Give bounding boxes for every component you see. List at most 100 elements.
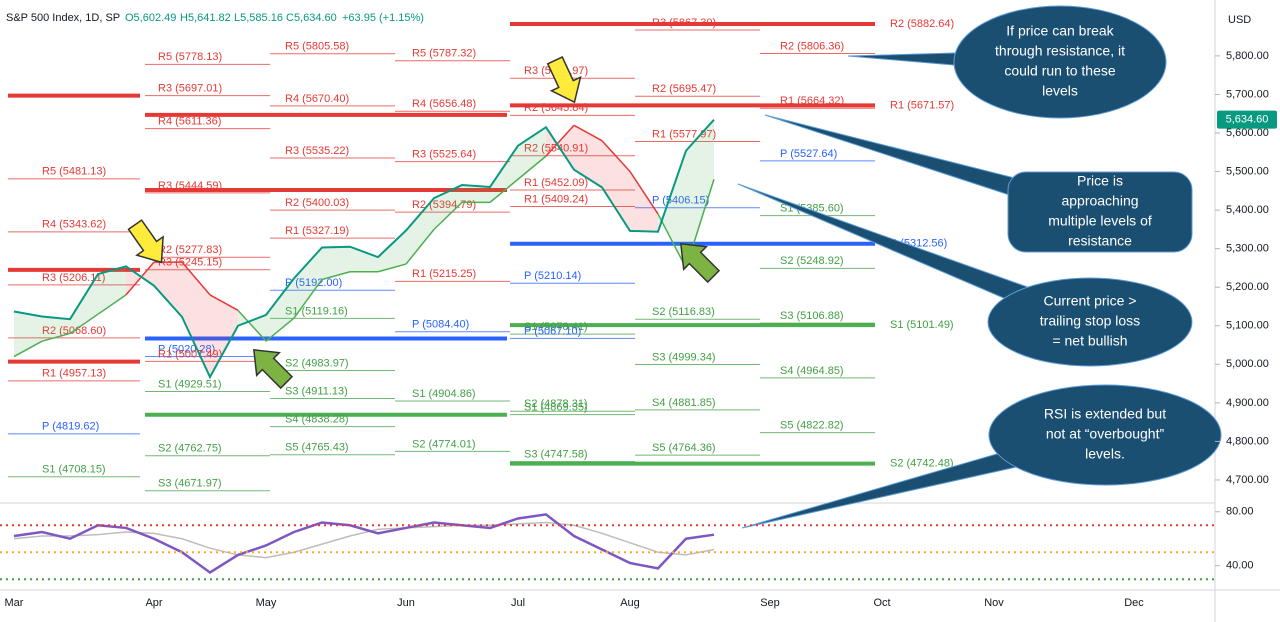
pivot-label: R1 (5671.57) [890,99,954,111]
stop-fill [266,278,294,342]
close: C5,634.60 [286,12,337,24]
pivot-label: R4 (5343.62) [42,219,106,231]
pivot-label: P (5527.64) [780,148,837,160]
x-tick-label: Jul [511,597,525,609]
x-tick-label: Dec [1124,597,1144,609]
stop-fill [462,185,490,203]
pivot-label: S5 (4764.36) [652,442,716,454]
callout-text: through resistance, it [995,43,1125,59]
stop-fill [154,262,182,317]
callout-text: could run to these [1004,63,1116,79]
pivot-label: R3 (5867.30) [652,17,716,29]
pivot-label: S2 (4742.48) [890,457,954,469]
trailing-stop [657,213,687,269]
pivot-label: R3 (5444.59) [158,180,222,192]
pivot-label: S3 (4999.34) [652,351,716,363]
price-line [13,118,715,380]
pivot-label: R2 (5277.83) [158,244,222,256]
stop-fill [518,127,546,180]
chart-title: S&P 500 Index, 1D, SP [6,12,120,24]
pivot-label: R5 (5787.32) [412,48,476,60]
y-tick-label: 5,300.00 [1226,243,1269,255]
pivot-label: S1 (4929.51) [158,378,222,390]
trailing-stop [13,340,43,358]
pivot-label: S2 (4878.31) [524,398,588,410]
x-tick-label: Jun [397,597,415,609]
callout [1007,171,1193,253]
trailing-stop [125,261,155,296]
pivot-label: R5 (5778.13) [158,51,222,63]
stop-fill [294,247,322,319]
trailing-stop [41,332,71,342]
trailing-stop [489,178,519,203]
trailing-stop [209,294,239,311]
rsi-tick-label: 80.00 [1226,506,1254,518]
x-tick-label: Nov [984,597,1004,609]
stop-fill [378,230,406,272]
pivot-label: R1 (5007.49) [158,348,222,360]
pivot-label: S2 (5248.92) [780,255,844,267]
stop-fill [210,294,238,378]
y-tick-label: 5,000.00 [1226,358,1269,370]
trailing-stop [293,279,323,319]
y-tick-label: 4,700.00 [1226,474,1269,486]
callout-text: approaching [1061,193,1138,209]
callout-text: If price can break [1006,23,1114,39]
pivot-label: R4 (5670.40) [285,93,349,105]
trailing-stop [517,155,547,180]
pivot-label: R1 (5327.19) [285,225,349,237]
trailing-stop [265,317,295,342]
stop-fill [658,150,686,268]
trailing-stop [601,140,631,173]
stop-fill [14,311,42,357]
pivot-label: S2 (4983.97) [285,357,349,369]
pivot-label: R2 (5695.47) [652,83,716,95]
pivot-label: S1 (4869.35) [524,402,588,414]
pivot-label: R3 (5525.64) [412,149,476,161]
pivot-label: S4 (4881.85) [652,397,716,409]
pivot-label: S2 (5116.83) [652,306,715,318]
callout-text: trailing stop loss [1040,313,1140,329]
pivot-label: S2 (4762.75) [158,443,222,455]
pivot-label: P (5020.28) [158,343,215,355]
pivot-label: R5 (5805.58) [285,41,349,53]
plot [13,118,715,574]
pivot-label: R3 (5206.11) [42,272,105,284]
stop-fill [182,262,210,378]
y-tick-label: 5,500.00 [1226,165,1269,177]
pivot-label: R2 (5394.79) [412,199,476,211]
y-tick-label: 5,200.00 [1226,281,1269,293]
y-tick-label: 4,800.00 [1226,435,1269,447]
pivot-label: R4 (5611.36) [158,116,221,128]
y-tick-label: 5,400.00 [1226,204,1269,216]
trailing-stop [405,228,435,265]
stop-fill [350,246,378,272]
callout-text: RSI is extended but [1044,406,1166,422]
pivot-label: R1 (5577.97) [652,128,716,140]
pivot-label: R3 (5697.01) [158,83,222,95]
arrows [127,56,721,390]
x-tick-label: Sep [760,597,780,609]
pivot-label: R3 (5535.22) [285,145,349,157]
header: S&P 500 Index, 1D, SP O5,602.49 H5,641.8… [6,12,424,24]
pivot-label: R2 (5400.03) [285,197,349,209]
green-arrow [253,349,294,390]
stop-fill [630,171,658,232]
trailing-stop [629,171,659,215]
callout-text: Current price > [1044,293,1137,309]
pivot-label: R2 (5882.64) [890,18,954,30]
pivot-label: R5 (5481.13) [42,166,106,178]
stop-fill [406,198,434,265]
stop-fill [602,140,630,231]
trailing-stop [69,313,99,335]
open: O5,602.49 [125,12,176,24]
trailing-stop [433,201,463,230]
x-tick-label: Mar [5,597,24,609]
pivot-label: S4 (4838.28) [285,414,349,426]
pivot-label: R4 (5656.48) [412,98,476,110]
stop-fill [574,125,602,188]
callout-text: = net bullish [1052,333,1127,349]
pivot-label: R2 (5645.84) [524,102,588,114]
